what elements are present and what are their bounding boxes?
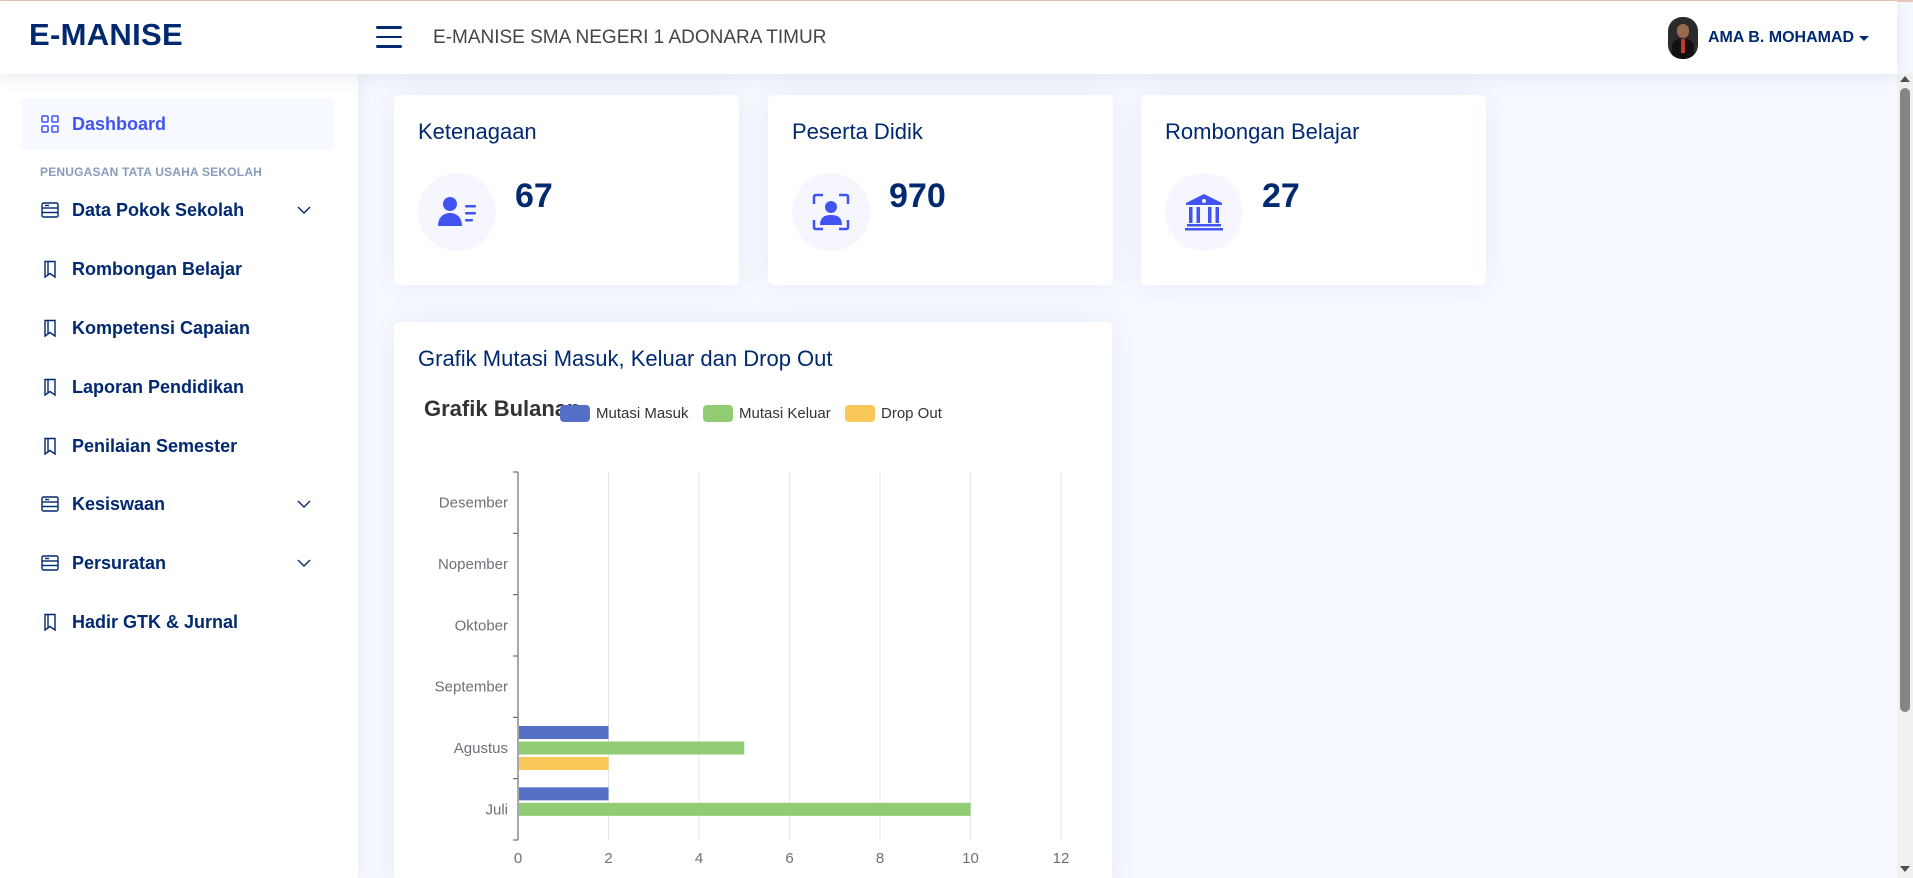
y-category-label: Nopember <box>438 556 508 573</box>
sidebar-item-label: Laporan Pendidikan <box>72 376 245 397</box>
x-tick-label: 2 <box>604 850 612 867</box>
legend-label: Mutasi Keluar <box>739 405 831 422</box>
card-title: Peserta Didik <box>792 119 923 144</box>
x-tick-label: 4 <box>695 850 703 867</box>
card-icon-circle <box>418 173 496 251</box>
bar-mutasi-keluar <box>519 741 745 755</box>
legend-swatch <box>703 405 733 422</box>
legend-swatch <box>845 405 875 422</box>
layout-icon <box>40 200 60 220</box>
chart-title: Grafik Bulanan <box>424 396 580 421</box>
profile-dropdown[interactable]: AMA B. MOHAMAD <box>1668 17 1870 59</box>
x-tick-label: 0 <box>514 850 522 867</box>
bar-mutasi-keluar <box>519 802 971 816</box>
page-scrollbar[interactable] <box>1897 74 1913 878</box>
scroll-down-icon[interactable] <box>1900 866 1910 872</box>
chart-card: Grafik Mutasi Masuk, Keluar dan Drop Out… <box>394 322 1112 878</box>
person-lines-icon <box>438 197 476 226</box>
layout-icon <box>40 494 60 514</box>
sidebar-item-label: Dashboard <box>72 113 167 134</box>
person-bounding-box-icon <box>812 193 850 231</box>
legend-label: Mutasi Masuk <box>596 405 689 422</box>
y-category-label: Juli <box>485 801 508 818</box>
menu-toggle-icon[interactable] <box>376 26 402 50</box>
avatar <box>1668 17 1698 59</box>
sidebar: Dashboard PENUGASAN TATA USAHA SEKOLAH D… <box>0 74 358 878</box>
bar-chart: Grafik Bulanan Mutasi Masuk Mutasi Keluar D… <box>424 396 1070 867</box>
sidebar-heading: PENUGASAN TATA USAHA SEKOLAH <box>40 165 263 179</box>
card-icon-circle <box>1165 173 1243 251</box>
legend-label: Drop Out <box>881 405 943 422</box>
sidebar-item-label: Hadir GTK & Jurnal <box>72 611 239 632</box>
y-category-label: Oktober <box>455 617 508 634</box>
stat-card-peserta-didik: Peserta Didik 970 <box>768 95 1113 285</box>
sidebar-item-penilaian-semester[interactable]: Penilaian Semester <box>22 424 334 468</box>
x-tick-label: 8 <box>876 850 884 867</box>
card-value: 67 <box>515 177 553 215</box>
card-title: Ketenagaan <box>418 119 537 144</box>
sidebar-item-data-pokok-sekolah[interactable]: Data Pokok Sekolah <box>22 188 334 232</box>
bookmark-icon <box>40 318 60 338</box>
sidebar-item-label: Penilaian Semester <box>72 435 238 456</box>
caret-down-icon <box>1859 35 1870 41</box>
bar-mutasi-masuk <box>519 726 609 739</box>
x-tick-label: 12 <box>1053 850 1070 867</box>
profile-name: AMA B. MOHAMAD <box>1708 29 1855 46</box>
site-title: E-MANISE SMA NEGERI 1 ADONARA TIMUR <box>433 27 827 48</box>
card-value: 970 <box>889 177 946 215</box>
bookmark-icon <box>40 259 60 279</box>
legend-swatch <box>560 405 590 422</box>
scroll-up-icon[interactable] <box>1900 76 1910 82</box>
logo[interactable]: E-MANISE <box>29 17 183 52</box>
sidebar-item-label: Rombongan Belajar <box>72 258 243 279</box>
sidebar-item-persuratan[interactable]: Persuratan <box>22 541 334 585</box>
chevron-down-icon[interactable] <box>296 496 312 512</box>
sidebar-item-label: Kesiswaan <box>72 493 166 514</box>
header: E-MANISE E-MANISE SMA NEGERI 1 ADONARA T… <box>0 1 1897 74</box>
scrollbar-thumb[interactable] <box>1900 88 1910 712</box>
sidebar-item-rombongan-belajar[interactable]: Rombongan Belajar <box>22 247 334 291</box>
layout-icon <box>40 553 60 573</box>
sidebar-item-label: Data Pokok Sekolah <box>72 199 245 220</box>
bookmark-icon <box>40 436 60 456</box>
sidebar-item-label: Kompetensi Capaian <box>72 317 251 338</box>
sidebar-item-kesiswaan[interactable]: Kesiswaan <box>22 482 334 526</box>
stat-card-rombongan-belajar: Rombongan Belajar 27 <box>1141 95 1486 285</box>
x-tick-label: 10 <box>962 850 979 867</box>
sidebar-item-kompetensi-capaian[interactable]: Kompetensi Capaian <box>22 306 334 350</box>
card-value: 27 <box>1262 177 1300 215</box>
card-icon-circle <box>792 173 870 251</box>
chart-card-title: Grafik Mutasi Masuk, Keluar dan Drop Out <box>418 346 833 371</box>
bank-icon <box>1185 194 1223 231</box>
stat-card-ketenagaan: Ketenagaan 67 <box>394 95 739 285</box>
sidebar-item-dashboard[interactable]: Dashboard <box>22 98 334 150</box>
grid-icon <box>41 115 59 133</box>
y-category-label: Agustus <box>454 740 508 757</box>
bookmark-icon <box>40 612 60 632</box>
y-category-label: September <box>435 679 508 696</box>
sidebar-item-hadir-gtk-jurnal[interactable]: Hadir GTK & Jurnal <box>22 600 334 644</box>
bar-drop-out <box>519 757 609 770</box>
sidebar-item-label: Persuratan <box>72 552 167 573</box>
y-category-label: Desember <box>439 495 508 512</box>
chevron-down-icon[interactable] <box>296 202 312 218</box>
sidebar-item-laporan-pendidikan[interactable]: Laporan Pendidikan <box>22 365 334 409</box>
bar-mutasi-masuk <box>519 787 609 801</box>
card-title: Rombongan Belajar <box>1165 119 1360 144</box>
x-tick-label: 6 <box>785 850 793 867</box>
chevron-down-icon[interactable] <box>296 555 312 571</box>
bookmark-icon <box>40 377 60 397</box>
